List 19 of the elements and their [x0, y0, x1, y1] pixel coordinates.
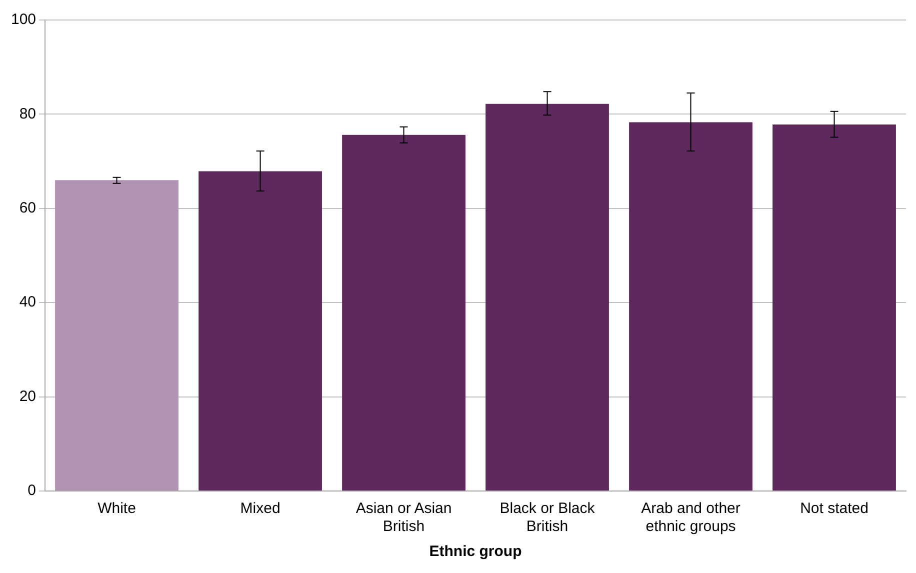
x-tick-label: Not stated: [800, 500, 868, 518]
bar: [629, 122, 752, 490]
x-tick-label: White: [98, 500, 136, 518]
y-tick-label: 100: [10, 11, 36, 28]
y-tick-label: 80: [19, 105, 36, 122]
x-tick-label: Arab and other ethnic groups: [641, 500, 740, 536]
y-tick-label: 0: [28, 482, 36, 500]
y-tick-label: 60: [19, 200, 36, 217]
x-tick-label: Mixed: [240, 500, 280, 518]
x-tick-label: Black or Black British: [500, 500, 596, 536]
bar: [486, 104, 609, 490]
bar: [772, 124, 896, 490]
x-tick-label: Asian or Asian British: [356, 500, 452, 536]
bar: [342, 134, 466, 490]
y-tick-label: 40: [19, 294, 36, 311]
x-axis-title: Ethnic group: [429, 543, 522, 560]
y-tick-label: 20: [19, 388, 36, 405]
bar: [55, 180, 178, 490]
bar: [198, 171, 322, 490]
